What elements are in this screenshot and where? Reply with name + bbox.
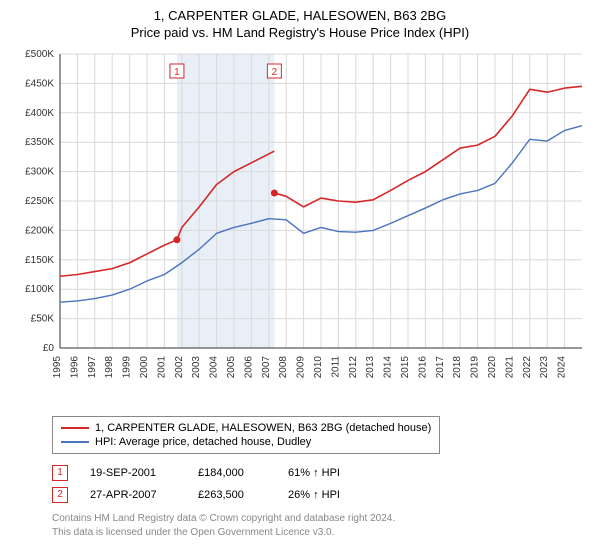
svg-text:2012: 2012 [348, 356, 359, 379]
svg-text:£400K: £400K [25, 108, 54, 119]
svg-text:1997: 1997 [87, 356, 98, 379]
svg-text:£150K: £150K [25, 255, 54, 266]
svg-text:£0: £0 [43, 343, 55, 354]
svg-text:2001: 2001 [156, 356, 167, 379]
legend-item: HPI: Average price, detached house, Dudl… [61, 435, 431, 449]
svg-text:2000: 2000 [139, 356, 150, 379]
svg-text:2015: 2015 [400, 356, 411, 379]
svg-text:1999: 1999 [122, 356, 133, 379]
svg-text:2006: 2006 [243, 356, 254, 379]
svg-text:2003: 2003 [191, 356, 202, 379]
svg-text:£250K: £250K [25, 196, 54, 207]
license-line: This data is licensed under the Open Gov… [52, 526, 588, 540]
svg-text:2017: 2017 [435, 356, 446, 379]
svg-text:£450K: £450K [25, 78, 54, 89]
svg-text:2: 2 [272, 67, 278, 78]
sale-date: 19-SEP-2001 [90, 467, 176, 479]
svg-text:£200K: £200K [25, 225, 54, 236]
svg-text:2020: 2020 [487, 356, 498, 379]
svg-text:2008: 2008 [278, 356, 289, 379]
legend-label: HPI: Average price, detached house, Dudl… [95, 436, 311, 448]
sale-relative: 61% ↑ HPI [288, 467, 388, 479]
sale-list: 1 19-SEP-2001 £184,000 61% ↑ HPI 2 27-APR-200… [52, 462, 588, 506]
sale-row: 2 27-APR-2007 £263,500 26% ↑ HPI [52, 484, 588, 506]
svg-text:£500K: £500K [25, 49, 54, 60]
sale-marker: 2 [52, 487, 68, 503]
svg-text:2021: 2021 [504, 356, 515, 379]
sale-price: £263,500 [198, 489, 266, 501]
legend-swatch [61, 427, 89, 429]
svg-text:£300K: £300K [25, 167, 54, 178]
svg-text:2005: 2005 [226, 356, 237, 379]
svg-text:1998: 1998 [104, 356, 115, 379]
svg-text:2014: 2014 [383, 356, 394, 379]
svg-text:2023: 2023 [539, 356, 550, 379]
sale-relative: 26% ↑ HPI [288, 489, 388, 501]
legend-item: 1, CARPENTER GLADE, HALESOWEN, B63 2BG (… [61, 421, 431, 435]
sale-marker: 1 [52, 465, 68, 481]
svg-text:1995: 1995 [52, 356, 63, 379]
sale-date: 27-APR-2007 [90, 489, 176, 501]
svg-text:2016: 2016 [417, 356, 428, 379]
svg-text:2013: 2013 [365, 356, 376, 379]
legend-swatch [61, 441, 89, 443]
svg-text:2010: 2010 [313, 356, 324, 379]
svg-text:2011: 2011 [330, 356, 341, 378]
svg-text:£100K: £100K [25, 284, 54, 295]
license-text: Contains HM Land Registry data © Crown c… [52, 512, 588, 539]
legend: 1, CARPENTER GLADE, HALESOWEN, B63 2BG (… [52, 416, 440, 454]
svg-text:£50K: £50K [31, 314, 55, 325]
svg-text:2019: 2019 [470, 356, 481, 379]
svg-text:2018: 2018 [452, 356, 463, 379]
svg-text:2022: 2022 [522, 356, 533, 379]
sale-price: £184,000 [198, 467, 266, 479]
line-chart: £0 £50K £100K £150K £200K £250K £300K £350K £400… [12, 48, 588, 408]
chart-area: £0 £50K £100K £150K £200K £250K £300K £350K £400… [12, 48, 588, 408]
svg-text:2004: 2004 [209, 356, 220, 379]
svg-text:2024: 2024 [557, 356, 568, 379]
legend-label: 1, CARPENTER GLADE, HALESOWEN, B63 2BG (… [95, 422, 431, 434]
sale-row: 1 19-SEP-2001 £184,000 61% ↑ HPI [52, 462, 588, 484]
svg-text:2007: 2007 [261, 356, 272, 379]
svg-text:2002: 2002 [174, 356, 185, 379]
svg-text:2009: 2009 [296, 356, 307, 379]
svg-text:1996: 1996 [69, 356, 80, 379]
svg-text:1: 1 [174, 67, 180, 78]
license-line: Contains HM Land Registry data © Crown c… [52, 512, 588, 526]
page-title: 1, CARPENTER GLADE, HALESOWEN, B63 2BG [12, 8, 588, 23]
page-subtitle: Price paid vs. HM Land Registry's House … [12, 25, 588, 40]
svg-text:£350K: £350K [25, 137, 54, 148]
